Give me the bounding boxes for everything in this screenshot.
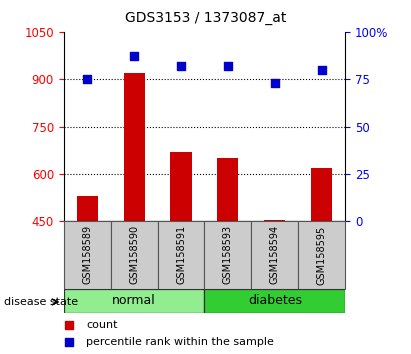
Point <box>66 322 73 328</box>
Text: count: count <box>86 320 118 330</box>
FancyBboxPatch shape <box>298 221 345 289</box>
Text: GSM158589: GSM158589 <box>82 225 92 285</box>
Text: GSM158593: GSM158593 <box>223 225 233 285</box>
FancyBboxPatch shape <box>205 289 345 313</box>
Bar <box>311 167 332 221</box>
Text: GSM158594: GSM158594 <box>270 225 280 285</box>
Point <box>178 63 184 69</box>
Text: GDS3153 / 1373087_at: GDS3153 / 1373087_at <box>125 11 286 25</box>
Bar <box>217 158 238 221</box>
Text: normal: normal <box>112 295 156 307</box>
Text: percentile rank within the sample: percentile rank within the sample <box>86 337 274 347</box>
Bar <box>171 152 192 221</box>
Text: diabetes: diabetes <box>248 295 302 307</box>
Point <box>66 339 73 345</box>
Point <box>272 80 278 86</box>
Text: GSM158591: GSM158591 <box>176 225 186 285</box>
FancyBboxPatch shape <box>205 221 252 289</box>
FancyBboxPatch shape <box>111 221 157 289</box>
Point <box>84 76 90 82</box>
Text: GSM158595: GSM158595 <box>317 225 327 285</box>
FancyBboxPatch shape <box>252 221 298 289</box>
Text: GSM158590: GSM158590 <box>129 225 139 285</box>
Text: disease state: disease state <box>4 297 78 307</box>
FancyBboxPatch shape <box>64 221 111 289</box>
FancyBboxPatch shape <box>64 289 205 313</box>
Point <box>319 67 325 73</box>
Point <box>131 54 137 59</box>
Point <box>225 63 231 69</box>
FancyBboxPatch shape <box>157 221 205 289</box>
Bar <box>124 73 145 221</box>
Bar <box>264 220 285 221</box>
Bar <box>76 196 98 221</box>
